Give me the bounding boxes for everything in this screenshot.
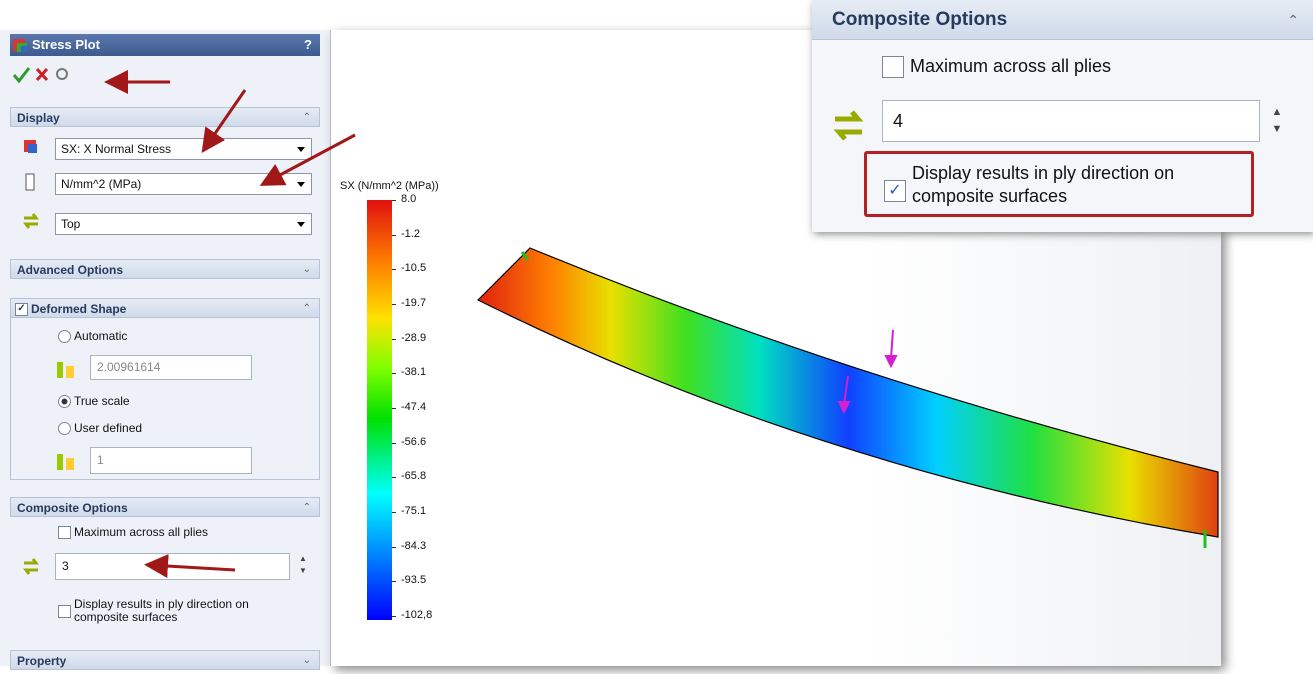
checkbox[interactable]: ✓: [884, 180, 906, 202]
spinner[interactable]: ▲▼: [1267, 104, 1287, 138]
composite-inset: Composite Options ⌃ Maximum across all pl…: [812, 0, 1313, 232]
collapse-icon: ⌃: [1287, 0, 1299, 40]
checkbox[interactable]: [882, 56, 904, 78]
ply-input[interactable]: 4: [882, 100, 1260, 142]
callout-arrows: [110, 82, 355, 570]
section-header[interactable]: Composite Options ⌃: [812, 0, 1313, 40]
checkbox-label: Display results in ply direction on comp…: [912, 162, 1242, 208]
page: Stress Plot ? Display⌃ SX: X Normal Stre…: [0, 0, 1313, 674]
checkbox-label: Maximum across all plies: [910, 56, 1111, 77]
ply-icon: [832, 110, 866, 142]
beam: [478, 248, 1218, 537]
section-title: Composite Options: [832, 9, 1007, 30]
